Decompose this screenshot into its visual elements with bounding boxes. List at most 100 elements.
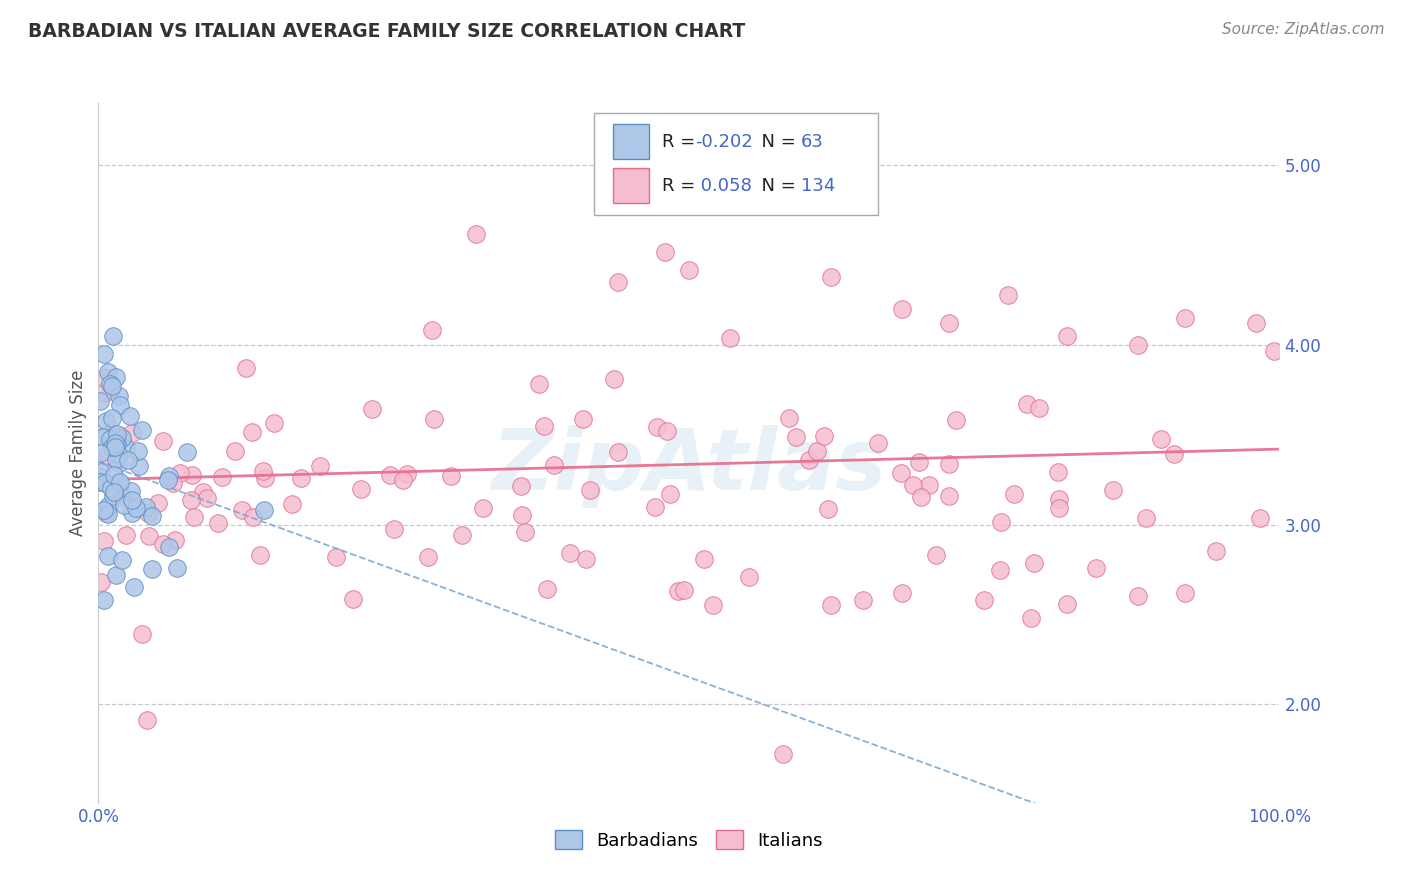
Point	[990, 563, 1012, 577]
Point	[100, 481, 122, 495]
Point	[465, 227, 488, 241]
Point	[121, 493, 143, 508]
Point	[692, 551, 714, 566]
Point	[820, 269, 842, 284]
Point	[110, 484, 132, 499]
Point	[342, 591, 364, 606]
Point	[868, 436, 890, 450]
Point	[1019, 610, 1042, 624]
Point	[1102, 483, 1125, 497]
Point	[117, 453, 139, 467]
FancyBboxPatch shape	[595, 113, 877, 215]
Point	[101, 440, 124, 454]
Point	[655, 424, 678, 438]
Point	[89, 394, 111, 409]
Point	[97, 507, 120, 521]
Point	[166, 561, 188, 575]
Point	[93, 593, 115, 607]
Point	[890, 466, 912, 480]
Point	[242, 510, 264, 524]
Point	[910, 490, 932, 504]
Point	[1056, 597, 1078, 611]
Point	[607, 275, 630, 289]
Point	[1046, 465, 1069, 479]
Point	[572, 411, 595, 425]
Point	[925, 548, 948, 562]
Point	[98, 433, 121, 447]
Point	[281, 497, 304, 511]
Point	[738, 570, 761, 584]
Text: 0.058: 0.058	[695, 177, 752, 195]
Point	[115, 528, 138, 542]
Point	[94, 428, 117, 442]
Point	[603, 371, 626, 385]
Point	[101, 489, 124, 503]
Point	[135, 500, 157, 515]
Point	[108, 389, 131, 403]
Point	[121, 506, 143, 520]
Point	[645, 420, 668, 434]
Point	[575, 551, 598, 566]
Point	[94, 476, 117, 491]
Point	[157, 469, 180, 483]
Point	[100, 382, 122, 396]
Point	[817, 502, 839, 516]
Point	[89, 446, 111, 460]
Point	[1056, 329, 1078, 343]
Point	[1024, 556, 1046, 570]
Point	[510, 508, 533, 523]
Point	[103, 468, 125, 483]
Point	[742, 154, 765, 169]
Point	[418, 550, 440, 565]
Point	[195, 491, 218, 505]
Point	[1028, 401, 1050, 416]
Point	[127, 443, 149, 458]
Point	[1126, 590, 1149, 604]
Point	[90, 470, 112, 484]
Point	[997, 287, 1019, 301]
Point	[890, 585, 912, 599]
Point	[122, 580, 145, 594]
Point	[290, 471, 312, 485]
Point	[718, 331, 741, 345]
Point	[231, 502, 253, 516]
Point	[104, 435, 127, 450]
Point	[678, 262, 700, 277]
Point	[121, 425, 143, 440]
Point	[395, 467, 418, 481]
Point	[308, 458, 330, 473]
Point	[120, 483, 142, 498]
Point	[101, 432, 124, 446]
Point	[1149, 433, 1171, 447]
Point	[1002, 487, 1025, 501]
Point	[131, 627, 153, 641]
Point	[112, 499, 135, 513]
Point	[224, 444, 246, 458]
Point	[93, 347, 115, 361]
Point	[644, 500, 666, 514]
Point	[105, 370, 128, 384]
Point	[105, 430, 128, 444]
Point	[384, 522, 406, 536]
Point	[125, 501, 148, 516]
Point	[558, 546, 581, 560]
Point	[94, 506, 117, 520]
Point	[110, 428, 132, 442]
Point	[180, 493, 202, 508]
Point	[890, 301, 912, 316]
Point	[104, 440, 127, 454]
Point	[533, 419, 555, 434]
Point	[472, 500, 495, 515]
Point	[96, 448, 118, 462]
Point	[105, 452, 128, 467]
Point	[253, 503, 276, 517]
Point	[785, 429, 807, 443]
Point	[1174, 585, 1197, 599]
Point	[162, 475, 184, 490]
Point	[90, 574, 112, 589]
Point	[325, 549, 347, 564]
Point	[654, 244, 676, 259]
Point	[510, 479, 533, 493]
Point	[240, 425, 263, 440]
Point	[91, 430, 114, 444]
